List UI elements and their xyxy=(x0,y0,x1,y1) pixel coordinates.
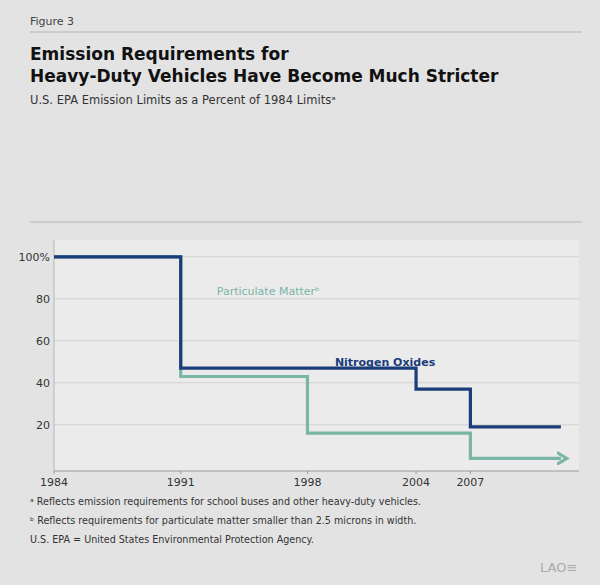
series-line xyxy=(54,257,561,459)
subtitle: U.S. EPA Emission Limits as a Percent of… xyxy=(30,93,336,107)
header-rule xyxy=(30,32,582,33)
separator-rule xyxy=(30,222,582,223)
grid-line xyxy=(54,424,579,425)
y-tick-label: 40 xyxy=(36,377,50,390)
background xyxy=(0,0,600,585)
title: Heavy-Duty Vehicles Have Become Much Str… xyxy=(30,66,499,86)
x-tick-label: 1991 xyxy=(167,476,195,489)
x-tick xyxy=(307,471,308,474)
footnote: U.S. EPA = United States Environmental P… xyxy=(30,534,314,545)
x-tick xyxy=(416,471,417,474)
x-axis-line xyxy=(54,471,579,472)
y-tick-label: 80 xyxy=(36,293,50,306)
grid-line xyxy=(54,382,579,383)
y-tick-label: 20 xyxy=(36,419,50,432)
series-line xyxy=(54,257,561,427)
x-tick xyxy=(180,471,181,474)
y-tick-label: 60 xyxy=(36,335,50,348)
series-group xyxy=(54,257,561,459)
x-tick-label: 1998 xyxy=(293,476,321,489)
series-label: Particulate Matterᵇ xyxy=(217,285,320,298)
series-label: Nitrogen Oxides xyxy=(335,356,436,369)
y-tick-label: 100% xyxy=(19,251,50,264)
grid-line xyxy=(54,298,579,299)
figure-label: Figure 3 xyxy=(30,15,74,28)
logo: LAO≡ xyxy=(540,560,577,575)
footnote: ᵇ Reflects requirements for particulate … xyxy=(30,515,416,526)
y-axis-line xyxy=(54,240,55,471)
grid-line xyxy=(54,340,579,341)
footnote: ᵃ Reflects emission requirements for sch… xyxy=(30,496,421,507)
x-tick xyxy=(470,471,471,474)
title: Emission Requirements for xyxy=(30,44,289,64)
x-tick-label: 2007 xyxy=(456,476,484,489)
x-tick-label: 1984 xyxy=(40,476,68,489)
x-tick xyxy=(54,471,55,474)
x-tick-label: 2004 xyxy=(402,476,430,489)
plot-background xyxy=(54,240,579,471)
chart: Figure 3 Emission Requirements forHeavy-D… xyxy=(0,0,600,585)
